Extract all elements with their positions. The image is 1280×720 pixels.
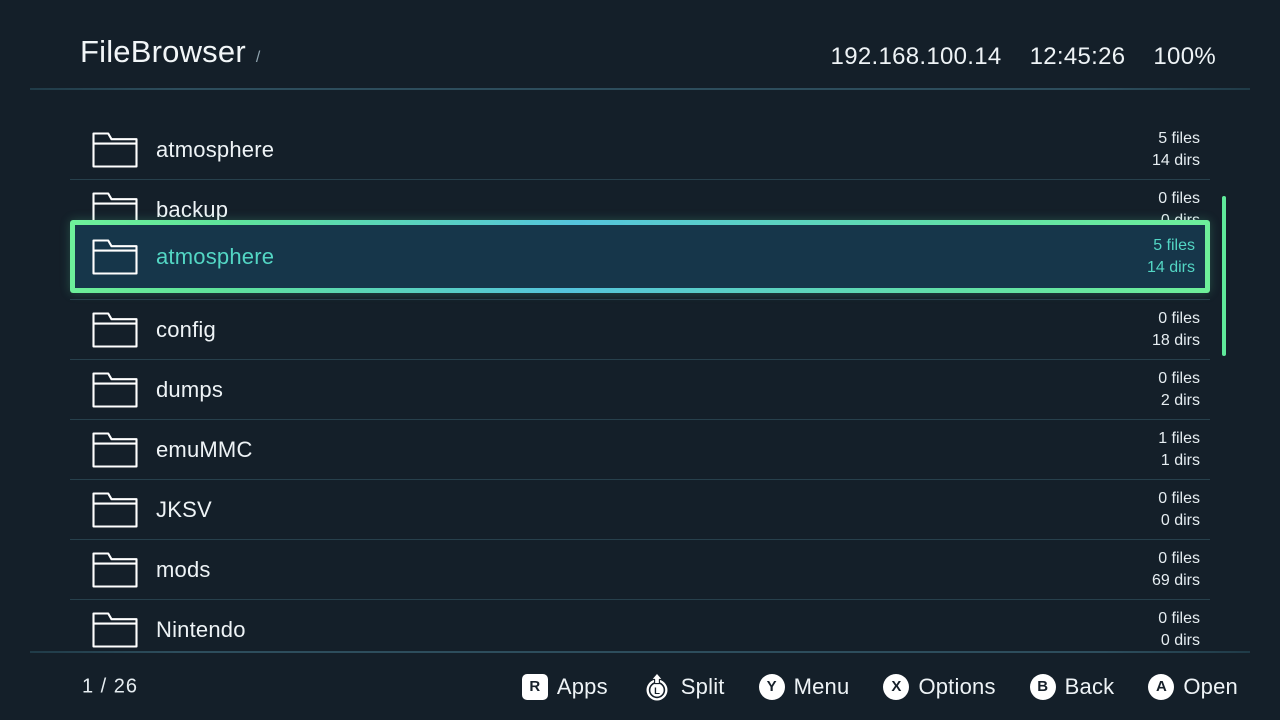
hint-open[interactable]: A Open [1148, 673, 1238, 700]
row-name: backup [156, 196, 229, 222]
row-dir-count: 0 dirs [1160, 631, 1200, 649]
selected-row[interactable]: atmosphere 5 files 14 dirs [75, 225, 1205, 288]
footer-bar: 1 / 26 R Apps L Split Y Menu X Options B Back A Ope… [0, 653, 1280, 720]
folder-icon [92, 371, 138, 408]
file-list-area[interactable]: atmosphere 5 files 14 dirs backup 0 files 0 d… [0, 96, 1280, 652]
footer-divider [30, 651, 1250, 653]
row-file-count: 0 files [1158, 489, 1200, 507]
scrollbar-thumb[interactable] [1222, 196, 1226, 356]
button-a-icon: A [1148, 673, 1175, 700]
page-indicator: 1 / 26 [82, 675, 139, 697]
button-b-icon: B [1029, 673, 1056, 700]
hint-back[interactable]: B Back [1029, 673, 1115, 700]
list-item[interactable]: JKSV 0 files 0 dirs [70, 480, 1210, 540]
row-name: JKSV [156, 496, 212, 522]
page-title: FileBrowser [80, 34, 246, 69]
row-dir-count: 69 dirs [1151, 571, 1200, 589]
row-name: dumps [156, 376, 224, 402]
list-item[interactable]: Nintendo 0 files 0 dirs [70, 600, 1210, 652]
hint-label: Back [1064, 673, 1115, 699]
folder-icon [92, 611, 138, 648]
hint-apps[interactable]: R Apps [521, 673, 608, 700]
row-name: atmosphere [156, 243, 275, 269]
button-y-icon: Y [758, 673, 785, 700]
row-counts: 5 files 14 dirs [1147, 235, 1201, 279]
row-name: mods [156, 556, 211, 582]
scrollbar-track[interactable] [1222, 196, 1226, 652]
breadcrumb-path: / [255, 49, 261, 66]
header-bar: FileBrowser / 192.168.100.14 12:45:26 10… [0, 0, 1280, 90]
hint-label: Options [918, 673, 996, 699]
list-item[interactable]: config 0 files 18 dirs [70, 300, 1210, 360]
row-name: config [156, 316, 216, 342]
row-name: atmosphere [156, 136, 275, 162]
row-dir-count: 14 dirs [1151, 151, 1200, 169]
row-file-count: 0 files [1158, 549, 1200, 567]
row-counts: 0 files 2 dirs [1158, 368, 1206, 412]
ip-address: 192.168.100.14 [830, 43, 1002, 70]
row-dir-count: 2 dirs [1160, 391, 1200, 409]
hint-options[interactable]: X Options [883, 673, 996, 700]
folder-icon [92, 491, 138, 528]
file-list[interactable]: atmosphere 5 files 14 dirs backup 0 files 0 d… [70, 120, 1210, 652]
hint-label: Open [1183, 673, 1238, 699]
row-dir-count: 18 dirs [1151, 331, 1200, 349]
row-file-count: 0 files [1158, 309, 1200, 327]
clock: 12:45:26 [1029, 43, 1126, 70]
row-file-count: 1 files [1158, 429, 1200, 447]
row-file-count: 5 files [1158, 129, 1200, 147]
list-item[interactable]: atmosphere 5 files 14 dirs [70, 120, 1210, 180]
hint-menu[interactable]: Y Menu [758, 673, 850, 700]
folder-icon [92, 131, 138, 168]
folder-icon [92, 551, 138, 588]
hint-label: Menu [793, 673, 850, 699]
row-file-count: 0 files [1158, 369, 1200, 387]
row-counts: 0 files 18 dirs [1152, 308, 1206, 352]
battery-percent: 100% [1153, 43, 1216, 70]
list-item[interactable]: dumps 0 files 2 dirs [70, 360, 1210, 420]
row-name: Nintendo [156, 616, 246, 642]
folder-icon [92, 431, 138, 468]
row-file-count: 5 files [1153, 236, 1195, 254]
row-file-count: 0 files [1158, 609, 1200, 627]
row-dir-count: 0 dirs [1160, 511, 1200, 529]
hint-split[interactable]: L Split [642, 672, 725, 702]
status-group: 192.168.100.14 12:45:26 100% [831, 43, 1216, 71]
list-item[interactable]: emuMMC 1 files 1 dirs [70, 420, 1210, 480]
folder-icon [92, 311, 138, 348]
list-item[interactable]: mods 0 files 69 dirs [70, 540, 1210, 600]
folder-icon [92, 238, 138, 275]
button-hints: R Apps L Split Y Menu X Options B Back A Open [521, 672, 1238, 702]
header-divider [30, 88, 1250, 90]
stick-down-icon: L [642, 672, 672, 702]
shoulder-r-icon: R [521, 673, 548, 700]
row-counts: 0 files 0 dirs [1158, 488, 1206, 532]
row-dir-count: 14 dirs [1146, 258, 1195, 276]
row-file-count: 0 files [1158, 189, 1200, 207]
row-counts: 1 files 1 dirs [1158, 428, 1206, 472]
row-counts: 0 files 69 dirs [1152, 548, 1206, 592]
row-counts: 5 files 14 dirs [1152, 128, 1206, 172]
svg-text:L: L [654, 686, 660, 697]
title-group: FileBrowser / [80, 36, 260, 67]
hint-label: Apps [556, 673, 608, 699]
hint-label: Split [680, 673, 725, 699]
row-name: emuMMC [156, 436, 253, 462]
row-dir-count: 1 dirs [1160, 451, 1200, 469]
button-x-icon: X [883, 673, 910, 700]
selected-row-highlight[interactable]: atmosphere 5 files 14 dirs [70, 220, 1210, 293]
row-counts: 0 files 0 dirs [1158, 608, 1206, 652]
